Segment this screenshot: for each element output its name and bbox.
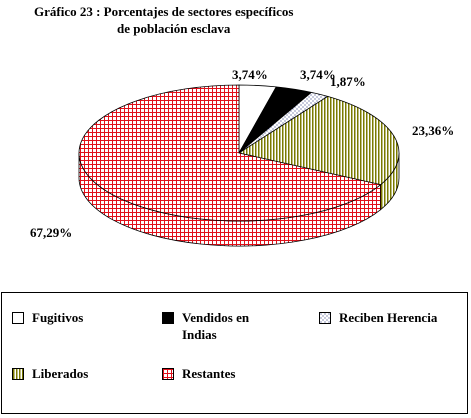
legend-swatch-herencia (319, 312, 331, 324)
legend-label-vendidos: Vendidos en Indias (182, 310, 250, 342)
legend-label-liberados: Liberados (32, 366, 89, 381)
pie-slice-restantes (78, 84, 382, 222)
pie-slice-liberados (237, 95, 400, 186)
data-label-liberados: 23,36% (412, 123, 454, 138)
data-label-vendidos: 3,74% (300, 67, 336, 82)
legend-label-fugitivos: Fugitivos (32, 310, 84, 325)
legend-item-liberados: Liberados (12, 365, 88, 382)
legend-item-herencia: Reciben Herencia (319, 309, 437, 326)
data-label-herencia: 1,87% (330, 74, 366, 89)
data-label-fugitivos: 3,74% (232, 67, 268, 82)
chart-title-line2: de población esclava (117, 21, 231, 36)
legend-swatch-fugitivos (12, 312, 24, 324)
legend-item-restantes: Restantes (162, 365, 235, 382)
legend-label-herencia: Reciben Herencia (339, 310, 438, 325)
pie-chart: 3,74% 3,74%1,87%23,36%67,29% (30, 67, 454, 247)
data-label-restantes: 67,29% (30, 225, 72, 240)
chart-title: Gráfico 23 : Porcentajes de sectores esp… (34, 3, 293, 37)
legend-swatch-liberados (12, 368, 24, 380)
chart-title-line1: Gráfico 23 : Porcentajes de sectores esp… (34, 4, 294, 19)
legend-item-vendidos: Vendidos en Indias (162, 309, 282, 343)
legend-swatch-vendidos (162, 312, 174, 324)
legend-label-restantes: Restantes (182, 366, 236, 381)
legend-swatch-restantes (162, 368, 174, 380)
legend-item-fugitivos: Fugitivos (12, 309, 83, 326)
legend: Fugitivos Vendidos en Indias Reciben Her… (1, 292, 468, 414)
